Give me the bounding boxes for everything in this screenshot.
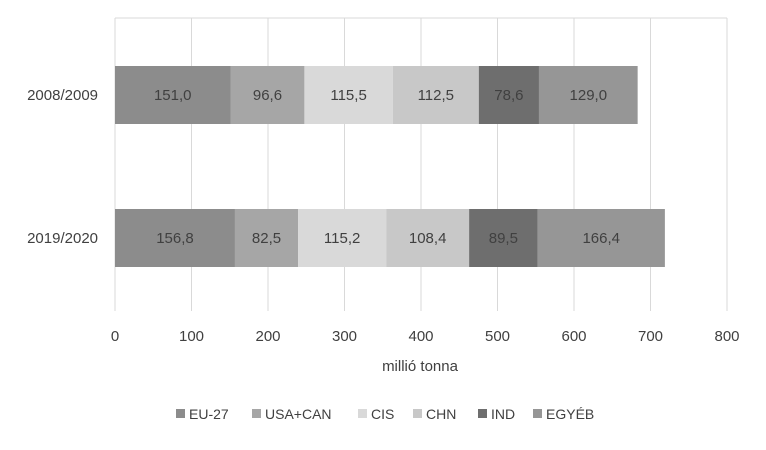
legend-label: USA+CAN: [265, 406, 332, 422]
data-label: 108,4: [409, 230, 447, 247]
data-label: 151,0: [154, 87, 192, 104]
data-label: 78,6: [494, 87, 523, 104]
x-tick-label: 700: [638, 328, 663, 345]
data-label: 129,0: [570, 87, 608, 104]
x-tick-label: 300: [332, 328, 357, 345]
data-label: 115,2: [324, 230, 360, 247]
legend-label: CIS: [371, 406, 394, 422]
legend-label: CHN: [426, 406, 456, 422]
legend-swatch: [478, 409, 487, 418]
bar-segment: [304, 66, 393, 124]
x-tick-label: 0: [111, 328, 119, 345]
legend-swatch: [176, 409, 185, 418]
legend-label: IND: [491, 406, 515, 422]
category-label: 2008/2009: [27, 87, 98, 104]
bar-segment: [537, 209, 665, 267]
bar-segment: [392, 66, 479, 124]
bar-segment: [115, 66, 231, 124]
data-label: 112,5: [418, 87, 454, 104]
legend-swatch: [533, 409, 542, 418]
x-axis-ticks: 0 100 200 300 400 500 600 700 800: [111, 328, 740, 345]
bar-segment: [469, 209, 538, 267]
bar-segment: [234, 209, 299, 267]
data-label: 96,6: [253, 87, 282, 104]
bar-segment: [478, 66, 539, 124]
data-label: 89,5: [489, 230, 518, 247]
bar-segment: [298, 209, 387, 267]
legend-swatch: [252, 409, 261, 418]
bar-segment: [538, 66, 638, 124]
data-label: 166,4: [582, 230, 620, 247]
x-tick-label: 800: [714, 328, 739, 345]
data-label: 82,5: [252, 230, 281, 247]
bar-segment: [386, 209, 470, 267]
gridlines: [114, 17, 728, 311]
legend-label: EGYÉB: [546, 406, 594, 422]
legend-label: EU-27: [189, 406, 229, 422]
data-label: 156,8: [156, 230, 194, 247]
bars: 151,0 96,6 115,5 112,5 78,6 129,0 156,8 82,5 115…: [115, 66, 665, 267]
x-tick-label: 400: [408, 328, 433, 345]
x-axis-title: millió tonna: [382, 358, 459, 375]
x-tick-label: 600: [561, 328, 586, 345]
legend-swatch: [358, 409, 367, 418]
legend-swatch: [413, 409, 422, 418]
data-label: 115,5: [330, 87, 366, 104]
category-label: 2019/2020: [27, 230, 98, 247]
bar-segment: [230, 66, 305, 124]
legend: EU-27 USA+CAN CIS CHN IND EGYÉB: [176, 406, 594, 422]
y-axis-categories: 2008/2009 2019/2020: [27, 87, 98, 247]
x-tick-label: 500: [485, 328, 510, 345]
x-tick-label: 100: [179, 328, 204, 345]
bar-segment: [115, 209, 235, 267]
x-tick-label: 200: [255, 328, 280, 345]
